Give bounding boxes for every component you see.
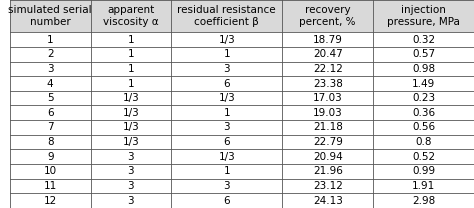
- Bar: [10, 0, 474, 32]
- Text: 4: 4: [47, 78, 54, 88]
- Text: 1/3: 1/3: [219, 93, 235, 103]
- Text: 6: 6: [223, 196, 230, 206]
- Text: 2: 2: [47, 49, 54, 59]
- Text: 2.98: 2.98: [412, 196, 435, 206]
- Text: 5: 5: [47, 93, 54, 103]
- Text: simulated serial
number: simulated serial number: [9, 5, 92, 27]
- Text: injection
pressure, MPa: injection pressure, MPa: [387, 5, 460, 27]
- Text: 21.96: 21.96: [313, 166, 343, 176]
- Text: 3: 3: [47, 64, 54, 74]
- Text: 3: 3: [128, 152, 134, 162]
- Text: 21.18: 21.18: [313, 123, 343, 132]
- Text: 1: 1: [47, 35, 54, 45]
- Text: 3: 3: [223, 181, 230, 191]
- Text: 3: 3: [223, 123, 230, 132]
- Text: 0.23: 0.23: [412, 93, 435, 103]
- Text: 1/3: 1/3: [123, 108, 139, 118]
- Text: 10: 10: [44, 166, 57, 176]
- Text: 12: 12: [44, 196, 57, 206]
- Text: 23.12: 23.12: [313, 181, 343, 191]
- Text: 9: 9: [47, 152, 54, 162]
- Text: 6: 6: [223, 78, 230, 88]
- Text: 3: 3: [128, 166, 134, 176]
- Text: 0.98: 0.98: [412, 64, 435, 74]
- Text: 6: 6: [47, 108, 54, 118]
- Text: apparent
viscosity α: apparent viscosity α: [103, 5, 159, 27]
- Text: 17.03: 17.03: [313, 93, 343, 103]
- Text: 1: 1: [223, 166, 230, 176]
- Text: 0.36: 0.36: [412, 108, 435, 118]
- Text: 1: 1: [128, 64, 134, 74]
- Text: 1/3: 1/3: [123, 123, 139, 132]
- Text: 6: 6: [223, 137, 230, 147]
- Text: 1: 1: [128, 35, 134, 45]
- Text: residual resistance
coefficient β: residual resistance coefficient β: [177, 5, 276, 27]
- Text: 1: 1: [223, 49, 230, 59]
- Text: 20.94: 20.94: [313, 152, 343, 162]
- Text: 23.38: 23.38: [313, 78, 343, 88]
- Text: 1: 1: [128, 49, 134, 59]
- Text: 7: 7: [47, 123, 54, 132]
- Text: 3: 3: [128, 196, 134, 206]
- Text: 11: 11: [44, 181, 57, 191]
- Text: 8: 8: [47, 137, 54, 147]
- Text: recovery
percent, %: recovery percent, %: [300, 5, 356, 27]
- Text: 1/3: 1/3: [123, 93, 139, 103]
- Text: 24.13: 24.13: [313, 196, 343, 206]
- Text: 0.99: 0.99: [412, 166, 435, 176]
- Text: 0.8: 0.8: [415, 137, 432, 147]
- Text: 1: 1: [128, 78, 134, 88]
- Text: 1.91: 1.91: [412, 181, 435, 191]
- Text: 20.47: 20.47: [313, 49, 343, 59]
- Text: 18.79: 18.79: [313, 35, 343, 45]
- Text: 0.57: 0.57: [412, 49, 435, 59]
- Text: 1: 1: [223, 108, 230, 118]
- Text: 1.49: 1.49: [412, 78, 435, 88]
- Text: 1/3: 1/3: [219, 35, 235, 45]
- Text: 3: 3: [128, 181, 134, 191]
- Text: 0.56: 0.56: [412, 123, 435, 132]
- Text: 19.03: 19.03: [313, 108, 343, 118]
- Text: 1/3: 1/3: [219, 152, 235, 162]
- Text: 3: 3: [223, 64, 230, 74]
- Text: 0.32: 0.32: [412, 35, 435, 45]
- Text: 1/3: 1/3: [123, 137, 139, 147]
- Text: 22.79: 22.79: [313, 137, 343, 147]
- Text: 0.52: 0.52: [412, 152, 435, 162]
- Text: 22.12: 22.12: [313, 64, 343, 74]
